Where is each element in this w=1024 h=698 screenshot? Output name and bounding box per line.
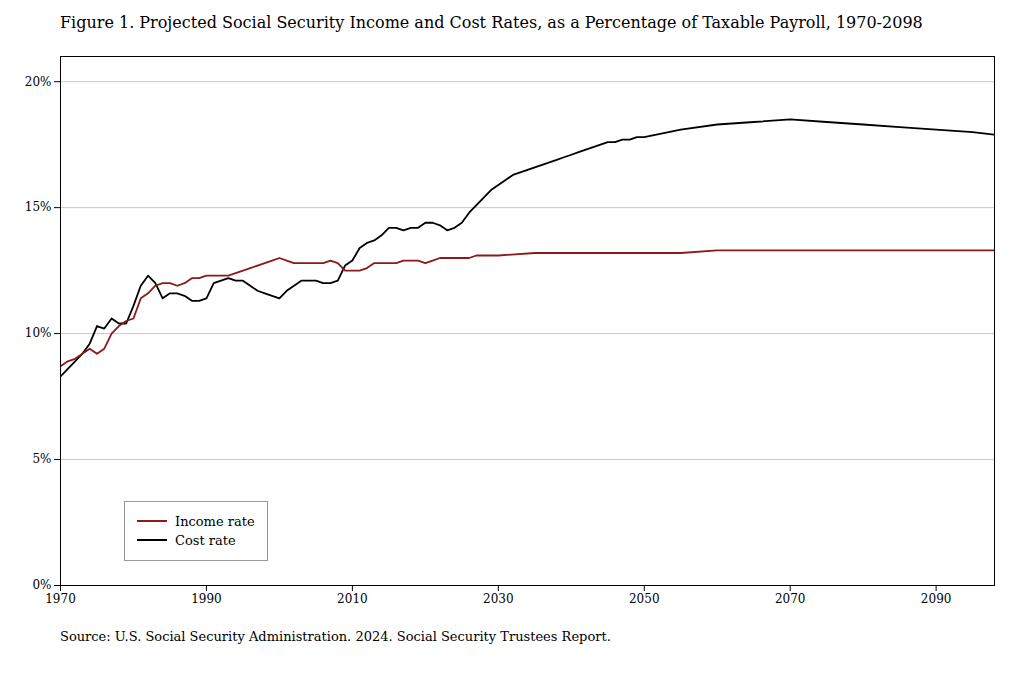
svg-text:15%: 15%	[25, 200, 52, 214]
svg-text:2030: 2030	[483, 592, 514, 606]
html-text:Cost rate: Cost rate	[175, 532, 236, 548]
svg-text:0%: 0%	[32, 578, 51, 592]
svg-text:20%: 20%	[25, 74, 52, 88]
svg-text:10%: 10%	[25, 326, 52, 340]
svg-text:5%: 5%	[32, 452, 51, 466]
svg-text:1970: 1970	[45, 592, 76, 606]
svg-text:2010: 2010	[337, 592, 368, 606]
svg-text:2070: 2070	[775, 592, 806, 606]
svg-text:2090: 2090	[921, 592, 952, 606]
svg-text:1990: 1990	[191, 592, 222, 606]
svg-text:2050: 2050	[629, 592, 660, 606]
html-text:Source: U.S. Social Security A: Source: U.S. Social Security Administrat…	[60, 628, 611, 644]
html-text:Income rate: Income rate	[175, 513, 255, 529]
html-text:Figure 1. Projected Social Sec: Figure 1. Projected Social Security Inco…	[60, 13, 923, 32]
